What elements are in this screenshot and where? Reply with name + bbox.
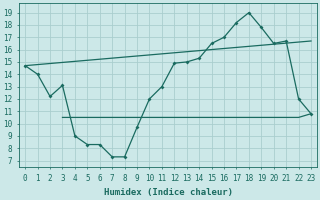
X-axis label: Humidex (Indice chaleur): Humidex (Indice chaleur) [104,188,233,197]
